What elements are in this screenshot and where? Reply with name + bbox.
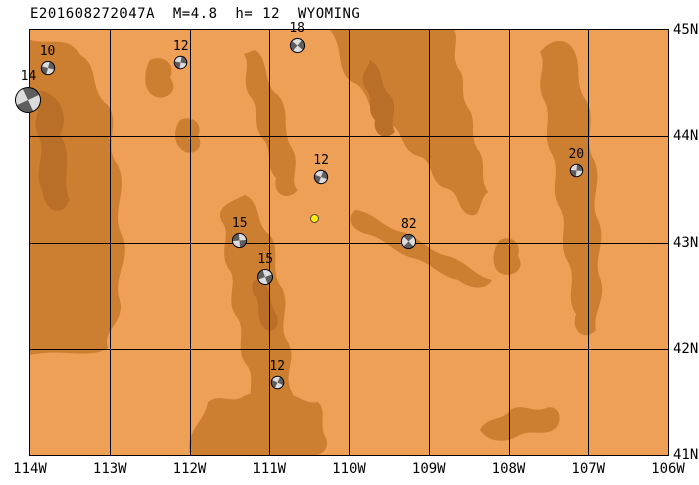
lat-tick-label: 43N	[673, 234, 699, 251]
terrain-patch	[350, 210, 492, 288]
lon-tick-label: 107W	[571, 461, 606, 477]
figure-title: E201608272047A M=4.8 h= 12 WYOMING	[30, 6, 361, 22]
terrain-patch	[480, 407, 560, 441]
terrain-layer	[30, 30, 603, 455]
lon-tick-label: 106W	[651, 461, 685, 477]
lon-tick-label: 114W	[13, 461, 47, 477]
lon-tick-label: 109W	[411, 461, 446, 477]
lat-tick-label: 45N	[673, 22, 699, 38]
lon-tick-label: 112W	[172, 461, 207, 477]
terrain-patch	[244, 50, 298, 197]
lat-tick-label: 44N	[673, 128, 699, 145]
grid-line-parallel	[30, 348, 668, 350]
terrain-patch	[175, 118, 201, 153]
map	[29, 29, 669, 456]
lat-tick-label: 42N	[673, 340, 699, 357]
terrain-patch-dark	[252, 279, 278, 331]
grid-layer	[30, 30, 668, 455]
grid-line-parallel	[30, 242, 668, 244]
lon-tick-label: 113W	[92, 461, 127, 477]
terrain-patch-dark	[362, 60, 395, 137]
lon-tick-label: 110W	[332, 461, 366, 477]
terrain-patch-dark	[35, 90, 70, 211]
lon-tick-label: 111W	[252, 461, 287, 477]
terrain-patch	[540, 40, 603, 336]
terrain-patch	[189, 393, 328, 455]
grid-line-parallel	[30, 136, 668, 138]
lat-tick-label: 41N	[673, 447, 699, 463]
terrain-patch	[493, 238, 521, 275]
lon-tick-label: 108W	[491, 461, 526, 477]
terrain-patch	[145, 58, 174, 98]
